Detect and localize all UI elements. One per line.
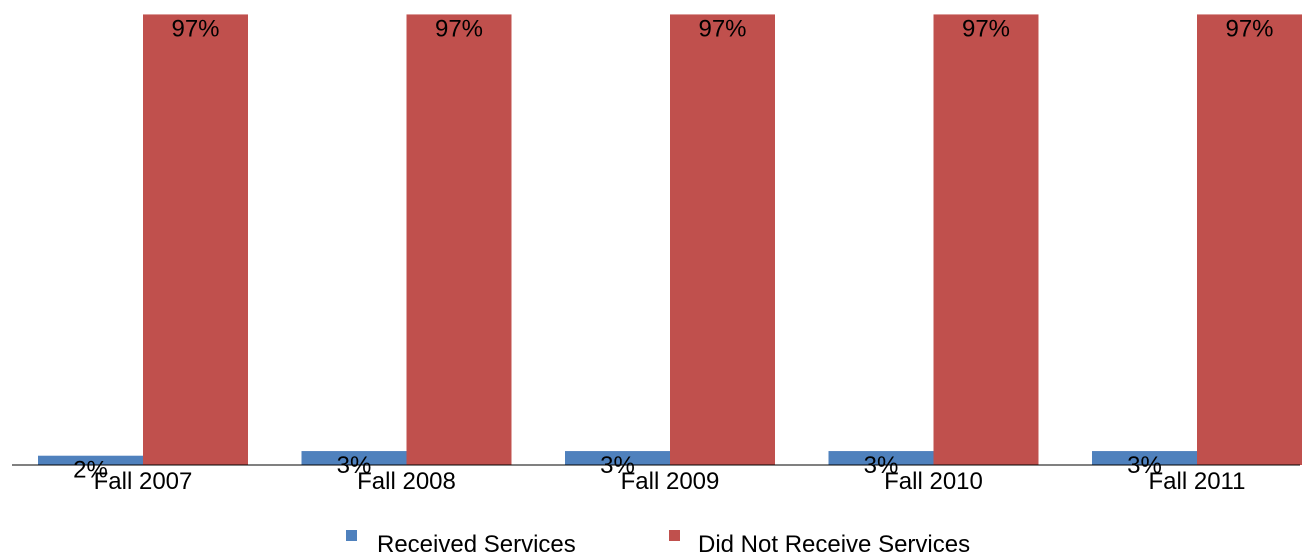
data-label-received-services-fall-2008: 3% xyxy=(337,452,372,479)
legend: Received Services Did Not Receive Servic… xyxy=(346,530,970,555)
data-label-did-not-receive-services-fall-2007: 97% xyxy=(171,15,219,42)
bars-group xyxy=(38,14,1302,466)
bar-received-services-fall-2010 xyxy=(828,451,934,465)
bar-received-services-fall-2011 xyxy=(1092,451,1197,465)
bar-did-not-receive-services-fall-2011 xyxy=(1197,14,1302,466)
bar-did-not-receive-services-fall-2008 xyxy=(406,14,512,466)
category-label-fall-2009: Fall 2009 xyxy=(621,468,720,495)
category-label-fall-2010: Fall 2010 xyxy=(884,468,983,495)
bar-did-not-receive-services-fall-2009 xyxy=(670,14,775,466)
legend-swatch-received-services xyxy=(346,530,357,541)
bar-did-not-receive-services-fall-2007 xyxy=(143,14,248,466)
data-label-received-services-fall-2011: 3% xyxy=(1127,452,1162,479)
data-label-received-services-fall-2010: 3% xyxy=(864,452,899,479)
category-label-fall-2007: Fall 2007 xyxy=(94,468,193,495)
category-label-fall-2008: Fall 2008 xyxy=(357,468,456,495)
category-labels-group: Fall 2007 Fall 2008 Fall 2009 Fall 2010 Fall… xyxy=(94,468,1246,495)
category-label-fall-2011: Fall 2011 xyxy=(1149,468,1246,495)
bar-received-services-fall-2008 xyxy=(301,451,407,465)
data-label-did-not-receive-services-fall-2011: 97% xyxy=(1225,15,1273,42)
data-label-received-services-fall-2009: 3% xyxy=(600,452,635,479)
bar-received-services-fall-2009 xyxy=(565,451,670,465)
data-label-received-services-fall-2007: 2% xyxy=(73,457,108,484)
legend-swatch-did-not-receive-services xyxy=(669,530,680,541)
bar-labels-group: 2% 97% 3% 97% 3% 97% 3% 97% 3% 97% xyxy=(73,15,1273,483)
bar-did-not-receive-services-fall-2010 xyxy=(933,14,1039,466)
legend-label-did-not-receive-services: Did Not Receive Services xyxy=(698,531,970,555)
data-label-did-not-receive-services-fall-2009: 97% xyxy=(698,15,746,42)
data-label-did-not-receive-services-fall-2008: 97% xyxy=(435,15,483,42)
legend-label-received-services: Received Services xyxy=(377,531,576,555)
data-label-did-not-receive-services-fall-2010: 97% xyxy=(962,15,1010,42)
bar-received-services-fall-2007 xyxy=(38,455,143,465)
